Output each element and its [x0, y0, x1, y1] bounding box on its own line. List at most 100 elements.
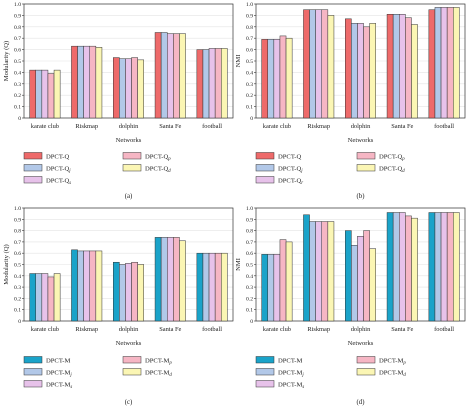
legend-swatch [122, 152, 142, 160]
x-tick-label: karate club [31, 123, 59, 130]
bar-Qj-2 [119, 58, 126, 119]
y-tick-label: 0.2 [14, 296, 21, 302]
bar-Mj-0 [35, 273, 43, 322]
x-tick-label: Riskmap [307, 123, 330, 130]
legend-label: DPCT-Md [145, 370, 172, 379]
y-tick-label: 0.4 [14, 274, 21, 280]
bar-Mp-3 [173, 237, 180, 322]
y-tick-label: 0.3 [246, 82, 253, 88]
y-tick-label: 0.1 [14, 105, 21, 111]
bar-M-3 [154, 237, 162, 322]
bar-Qs-3 [399, 14, 406, 119]
legend-label: DPCT-Q [278, 154, 301, 161]
bar-Mp-2 [131, 261, 138, 322]
y-tick-label: 0.9 [14, 13, 21, 19]
bar-Qs-0 [273, 39, 281, 119]
panel-caption: (c) [125, 399, 133, 406]
bar-Qs-3 [167, 33, 174, 119]
bar-Ms-3 [399, 212, 406, 322]
legend-swatch [255, 152, 275, 160]
y-tick-label: 0.7 [246, 36, 253, 42]
y-tick-label: 0.1 [14, 308, 21, 314]
x-tick-label: dolphin [351, 123, 371, 130]
bar-Qj-2 [351, 23, 358, 119]
bar-M-4 [428, 212, 436, 322]
bar-Mp-4 [446, 212, 454, 322]
legend-label: DPCT-Mj [46, 370, 72, 379]
x-tick-label: Santa Fe [391, 123, 413, 130]
legend-item: DPCT-Qd [122, 164, 171, 175]
y-tick-label: 0.3 [246, 285, 253, 291]
legend-item: DPCT-Mp [356, 356, 406, 366]
y-tick-label: 0.5 [246, 263, 253, 269]
bar-Qs-0 [41, 69, 49, 119]
panel-caption: (b) [357, 193, 365, 200]
x-tick-label: karate club [263, 326, 291, 333]
legend-item: DPCT-Qs [23, 176, 71, 186]
x-tick-label: dolphin [119, 326, 139, 333]
legend-item: DPCT-Qp [122, 152, 171, 162]
legend-swatch [356, 356, 376, 364]
legend-label: DPCT-M [278, 358, 302, 365]
bar-Mp-0 [279, 239, 287, 322]
bar-Qj-3 [392, 14, 400, 119]
bar-Mj-1 [309, 221, 316, 322]
bar-Mj-0 [267, 254, 275, 322]
y-tick-label: 0.6 [14, 251, 21, 257]
legend-swatch [23, 356, 43, 364]
bar-Md-0 [285, 241, 293, 322]
x-tick-label: Riskmap [75, 123, 98, 130]
y-tick-label: 0.4 [246, 274, 253, 280]
x-tick-label: Santa Fe [159, 326, 181, 333]
bar-Ms-1 [83, 250, 91, 322]
bar-Q-0 [261, 39, 268, 119]
y-tick-label: 0.9 [246, 13, 253, 19]
legend-item: DPCT-Md [356, 368, 406, 378]
legend-label: DPCT-Qd [145, 166, 171, 175]
bar-Qd-2 [137, 59, 144, 119]
legend-label: DPCT-Mp [145, 358, 172, 367]
legend-item: DPCT-Ms [23, 380, 72, 390]
bar-Mj-4 [202, 252, 210, 322]
bar-Qp-1 [89, 45, 97, 119]
chart-panel-4: 0 0.1 0.2 0.3 0.4 0.5 0.6 0.7 0.8 0.9 1.0 karate cl… [235, 206, 466, 406]
legend-swatch [122, 368, 142, 376]
bar-M-0 [29, 273, 36, 322]
bar-Q-1 [303, 9, 310, 119]
chart-panel-3: 0 0.1 0.2 0.3 0.4 0.5 0.6 0.7 0.8 0.9 1.0 karate cl… [3, 206, 234, 406]
bar-M-0 [261, 254, 268, 322]
bar-Qd-2 [369, 23, 376, 119]
bar-Md-4 [453, 212, 460, 322]
y-tick-label: 0.8 [246, 229, 253, 235]
bar-Qs-2 [125, 58, 132, 119]
bar-Md-2 [137, 264, 144, 322]
y-tick-label: 0.7 [14, 240, 21, 246]
legend-item: DPCT-Qj [255, 164, 303, 174]
x-tick-label: football [202, 123, 222, 130]
legend-item: DPCT-Qd [356, 164, 405, 175]
bar-Qp-1 [321, 9, 329, 119]
bar-M-1 [303, 214, 310, 322]
legend-item: DPCT-Q [255, 152, 301, 161]
bar-Ms-3 [167, 237, 174, 322]
legend-swatch [356, 164, 376, 172]
bar-Qp-2 [363, 26, 370, 119]
y-tick-label: 0.5 [14, 59, 21, 65]
bar-Mj-3 [392, 212, 400, 322]
y-axis-title: NMI [235, 55, 242, 68]
legend-swatch [255, 368, 275, 376]
bar-Md-0 [53, 273, 61, 322]
bar-Q-2 [113, 57, 120, 119]
bar-Qd-0 [285, 37, 293, 119]
bar-Qp-0 [47, 73, 55, 119]
bar-M-2 [113, 261, 120, 322]
bar-Qd-3 [179, 33, 186, 119]
legend-label: DPCT-Qd [379, 166, 405, 175]
bar-Ms-0 [273, 254, 281, 322]
legend-swatch [23, 176, 43, 184]
y-tick-label: 0.7 [246, 240, 253, 246]
x-tick-label: Riskmap [307, 326, 330, 333]
legend-swatch [255, 176, 275, 184]
y-tick-label: 0.5 [246, 59, 253, 65]
legend-swatch [356, 368, 376, 376]
